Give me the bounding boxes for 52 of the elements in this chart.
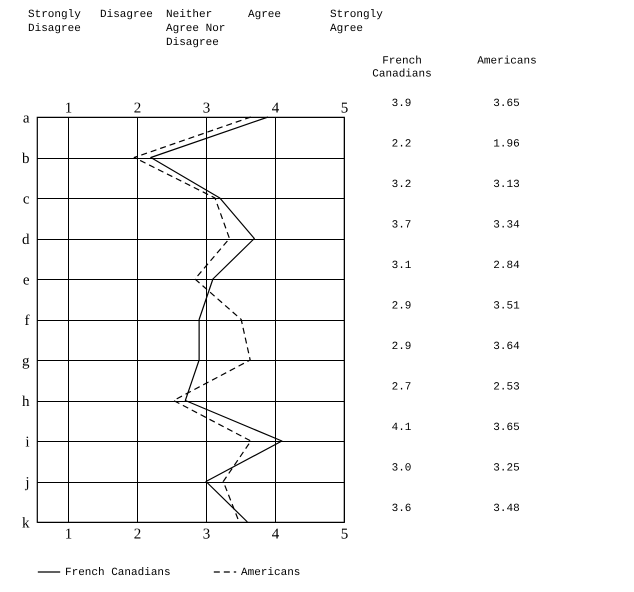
text: Strongly Disagree [28, 9, 81, 35]
x2-tick-label: 1 [64, 100, 72, 116]
data-label: 3.65 [493, 98, 520, 110]
y-tick-label: a [22, 110, 30, 126]
x-tick-label: 1 [64, 526, 72, 542]
y-tick-label: c [22, 192, 30, 208]
y-tick-label: b [22, 151, 30, 167]
x-tick-label: 3 [202, 526, 210, 542]
data-label: 2.9 [392, 300, 412, 312]
data-label: 3.6 [392, 503, 412, 515]
data-label: 3.2 [392, 179, 412, 191]
text: French Canadians [372, 56, 432, 80]
data-label: 2.53 [493, 382, 520, 394]
x2-tick-label: 5 [340, 100, 348, 116]
data-label: 2.7 [392, 382, 412, 394]
y-tick-label: g [22, 354, 30, 370]
data-label: 3.25 [493, 462, 520, 474]
x-tick-label: 4 [272, 526, 280, 542]
data-label: 3.7 [392, 220, 412, 232]
y-tick-label: f [24, 313, 30, 329]
y-tick-label: d [22, 232, 30, 248]
text: Agree [248, 8, 282, 22]
y-tick-label: j [24, 475, 30, 491]
text: Strongly Agree [330, 8, 384, 36]
data-label: 3.1 [392, 260, 412, 272]
data-label: 2.2 [392, 138, 412, 150]
x2-tick-label: 3 [202, 100, 210, 116]
data-label: 3.13 [493, 179, 520, 191]
y-tick-label: k [22, 516, 30, 532]
legend-label: French Canadians [65, 567, 171, 579]
data-label: 1.96 [493, 138, 520, 150]
text: Americans [477, 56, 537, 68]
data-label: 3.34 [493, 220, 520, 232]
data-label: 3.51 [493, 300, 520, 312]
data-label: 3.0 [392, 462, 412, 474]
y-tick-label: h [22, 394, 30, 410]
x2-tick-label: 4 [272, 100, 280, 116]
data-label: 3.64 [493, 341, 520, 353]
data-label: 4.1 [392, 422, 412, 434]
legend-label: Americans [241, 567, 300, 579]
text: Neither Agree Nor Disagree [166, 8, 226, 50]
data-label: 3.9 [392, 98, 412, 110]
data-label: 2.9 [392, 341, 412, 353]
text: Disagree [100, 9, 153, 21]
data-label: 3.65 [493, 422, 520, 434]
data-label: 2.84 [493, 260, 520, 272]
y-tick-label: e [22, 272, 30, 288]
x-tick-label: 5 [340, 526, 348, 542]
y-tick-label: i [25, 434, 30, 450]
x-tick-label: 2 [134, 526, 142, 542]
data-label: 3.48 [493, 503, 520, 515]
x2-tick-label: 2 [134, 100, 142, 116]
